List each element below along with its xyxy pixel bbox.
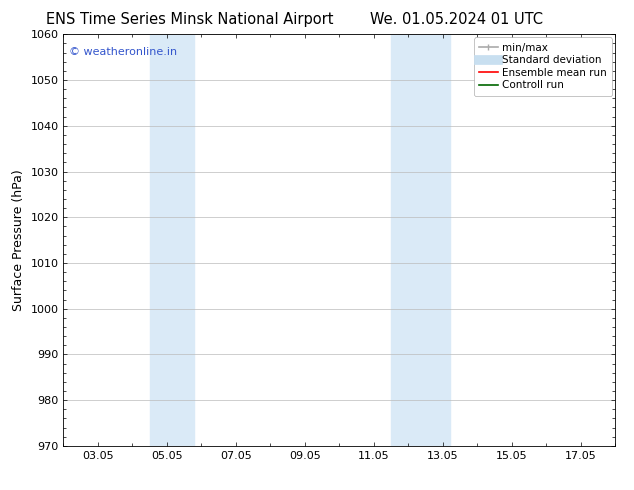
Bar [391,34,450,446]
Text: ENS Time Series Minsk National Airport: ENS Time Series Minsk National Airport [46,12,334,27]
Text: © weatheronline.in: © weatheronline.in [69,47,177,57]
Legend: min/max, Standard deviation, Ensemble mean run, Controll run: min/max, Standard deviation, Ensemble me… [474,37,612,96]
Y-axis label: Surface Pressure (hPa): Surface Pressure (hPa) [12,169,25,311]
Text: We. 01.05.2024 01 UTC: We. 01.05.2024 01 UTC [370,12,543,27]
Bar [150,34,195,446]
